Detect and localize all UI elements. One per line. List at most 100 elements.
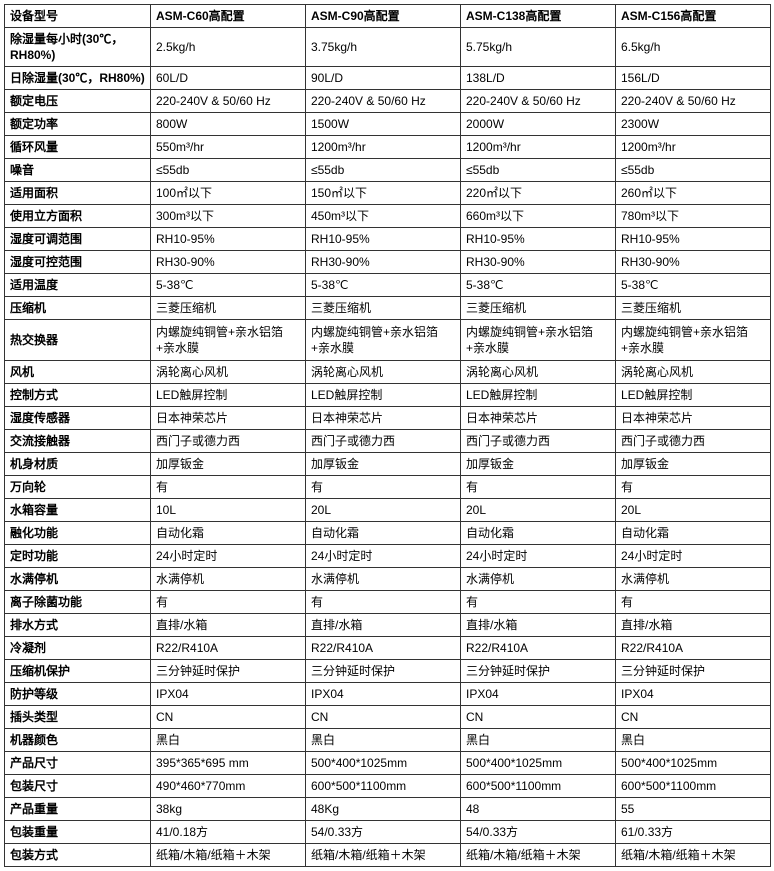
spec-cell: 5-38℃ <box>461 274 616 297</box>
spec-cell: 61/0.33方 <box>616 821 771 844</box>
spec-cell: IPX04 <box>306 683 461 706</box>
table-row: 控制方式LED触屏控制LED触屏控制LED触屏控制LED触屏控制 <box>5 384 771 407</box>
spec-cell: 24小时定时 <box>306 545 461 568</box>
spec-cell: 500*400*1025mm <box>461 752 616 775</box>
spec-cell: 纸箱/木箱/纸箱＋木架 <box>151 844 306 867</box>
row-label: 额定功率 <box>5 113 151 136</box>
spec-cell: 54/0.33方 <box>306 821 461 844</box>
row-label: 循环风量 <box>5 136 151 159</box>
spec-cell: 550m³/hr <box>151 136 306 159</box>
spec-cell: 90L/D <box>306 67 461 90</box>
spec-cell: 5-38℃ <box>306 274 461 297</box>
spec-cell: 黑白 <box>616 729 771 752</box>
spec-cell: 日本神荣芯片 <box>306 407 461 430</box>
row-label: 湿度可调范围 <box>5 228 151 251</box>
spec-cell: 20L <box>306 499 461 522</box>
spec-cell: 水满停机 <box>151 568 306 591</box>
row-label: 压缩机 <box>5 297 151 320</box>
spec-cell: 220-240V & 50/60 Hz <box>616 90 771 113</box>
header-cell: 设备型号 <box>5 5 151 28</box>
row-label: 日除湿量(30℃，RH80%) <box>5 67 151 90</box>
spec-cell: 1200m³/hr <box>461 136 616 159</box>
row-label: 包装方式 <box>5 844 151 867</box>
spec-cell: 水满停机 <box>461 568 616 591</box>
spec-cell: 800W <box>151 113 306 136</box>
spec-cell: CN <box>306 706 461 729</box>
spec-cell: 西门子或德力西 <box>461 430 616 453</box>
spec-cell: 300m³以下 <box>151 205 306 228</box>
spec-cell: 内螺旋纯铜管+亲水铝箔+亲水膜 <box>461 320 616 361</box>
spec-cell: 24小时定时 <box>151 545 306 568</box>
table-row: 湿度传感器日本神荣芯片日本神荣芯片日本神荣芯片日本神荣芯片 <box>5 407 771 430</box>
row-label: 防护等级 <box>5 683 151 706</box>
table-row: 压缩机保护三分钟延时保护三分钟延时保护三分钟延时保护三分钟延时保护 <box>5 660 771 683</box>
spec-cell: 500*400*1025mm <box>616 752 771 775</box>
table-row: 融化功能自动化霜自动化霜自动化霜自动化霜 <box>5 522 771 545</box>
spec-cell: ≤55db <box>151 159 306 182</box>
spec-cell: 日本神荣芯片 <box>151 407 306 430</box>
spec-cell: RH30-90% <box>151 251 306 274</box>
table-row: 热交换器内螺旋纯铜管+亲水铝箔+亲水膜内螺旋纯铜管+亲水铝箔+亲水膜内螺旋纯铜管… <box>5 320 771 361</box>
table-row: 水满停机水满停机水满停机水满停机水满停机 <box>5 568 771 591</box>
spec-cell: 三分钟延时保护 <box>616 660 771 683</box>
row-label: 额定电压 <box>5 90 151 113</box>
table-row: 包装重量41/0.18方54/0.33方54/0.33方61/0.33方 <box>5 821 771 844</box>
table-row: 防护等级IPX04IPX04IPX04IPX04 <box>5 683 771 706</box>
header-cell: ASM-C60高配置 <box>151 5 306 28</box>
spec-cell: 直排/水箱 <box>151 614 306 637</box>
spec-cell: 有 <box>616 591 771 614</box>
header-cell: ASM-C138高配置 <box>461 5 616 28</box>
spec-cell: 有 <box>306 476 461 499</box>
spec-cell: 54/0.33方 <box>461 821 616 844</box>
spec-cell: 260㎡以下 <box>616 182 771 205</box>
table-row: 湿度可调范围RH10-95%RH10-95%RH10-95%RH10-95% <box>5 228 771 251</box>
spec-cell: 有 <box>461 476 616 499</box>
spec-cell: 水满停机 <box>306 568 461 591</box>
spec-cell: 41/0.18方 <box>151 821 306 844</box>
spec-cell: 100㎡以下 <box>151 182 306 205</box>
spec-cell: LED触屏控制 <box>461 384 616 407</box>
spec-cell: RH10-95% <box>151 228 306 251</box>
row-label: 控制方式 <box>5 384 151 407</box>
spec-cell: 直排/水箱 <box>616 614 771 637</box>
spec-cell: 5-38℃ <box>151 274 306 297</box>
spec-cell: 1200m³/hr <box>616 136 771 159</box>
spec-cell: 内螺旋纯铜管+亲水铝箔+亲水膜 <box>616 320 771 361</box>
spec-cell: 2300W <box>616 113 771 136</box>
row-label: 水满停机 <box>5 568 151 591</box>
spec-table: 设备型号 ASM-C60高配置 ASM-C90高配置 ASM-C138高配置 A… <box>4 4 771 867</box>
spec-cell: 纸箱/木箱/纸箱＋木架 <box>306 844 461 867</box>
spec-cell: 500*400*1025mm <box>306 752 461 775</box>
spec-cell: 涡轮离心风机 <box>461 361 616 384</box>
spec-cell: 三分钟延时保护 <box>306 660 461 683</box>
spec-cell: 自动化霜 <box>616 522 771 545</box>
table-row: 交流接触器西门子或德力西西门子或德力西西门子或德力西西门子或德力西 <box>5 430 771 453</box>
spec-cell: CN <box>461 706 616 729</box>
spec-cell: 三分钟延时保护 <box>461 660 616 683</box>
spec-cell: 600*500*1100mm <box>461 775 616 798</box>
table-row: 插头类型CNCNCNCN <box>5 706 771 729</box>
table-row: 包装方式纸箱/木箱/纸箱＋木架纸箱/木箱/纸箱＋木架纸箱/木箱/纸箱＋木架纸箱/… <box>5 844 771 867</box>
spec-cell: 600*500*1100mm <box>616 775 771 798</box>
row-label: 压缩机保护 <box>5 660 151 683</box>
spec-cell: 西门子或德力西 <box>306 430 461 453</box>
table-row: 机器颜色黑白黑白黑白黑白 <box>5 729 771 752</box>
table-row: 额定功率800W1500W2000W2300W <box>5 113 771 136</box>
spec-cell: 2.5kg/h <box>151 28 306 67</box>
spec-cell: 450m³以下 <box>306 205 461 228</box>
table-row: 机身材质加厚钣金加厚钣金加厚钣金加厚钣金 <box>5 453 771 476</box>
row-label: 离子除菌功能 <box>5 591 151 614</box>
row-label: 湿度可控范围 <box>5 251 151 274</box>
spec-cell: ≤55db <box>461 159 616 182</box>
spec-cell: RH30-90% <box>306 251 461 274</box>
spec-cell: 自动化霜 <box>151 522 306 545</box>
table-row: 适用温度5-38℃5-38℃5-38℃5-38℃ <box>5 274 771 297</box>
spec-cell: 西门子或德力西 <box>151 430 306 453</box>
spec-cell: 220-240V & 50/60 Hz <box>151 90 306 113</box>
table-row: 额定电压220-240V & 50/60 Hz220-240V & 50/60 … <box>5 90 771 113</box>
spec-cell: 220-240V & 50/60 Hz <box>461 90 616 113</box>
spec-cell: 内螺旋纯铜管+亲水铝箔+亲水膜 <box>151 320 306 361</box>
row-label: 插头类型 <box>5 706 151 729</box>
table-row: 离子除菌功能有有有有 <box>5 591 771 614</box>
table-row: 适用面积100㎡以下150㎡以下220㎡以下260㎡以下 <box>5 182 771 205</box>
